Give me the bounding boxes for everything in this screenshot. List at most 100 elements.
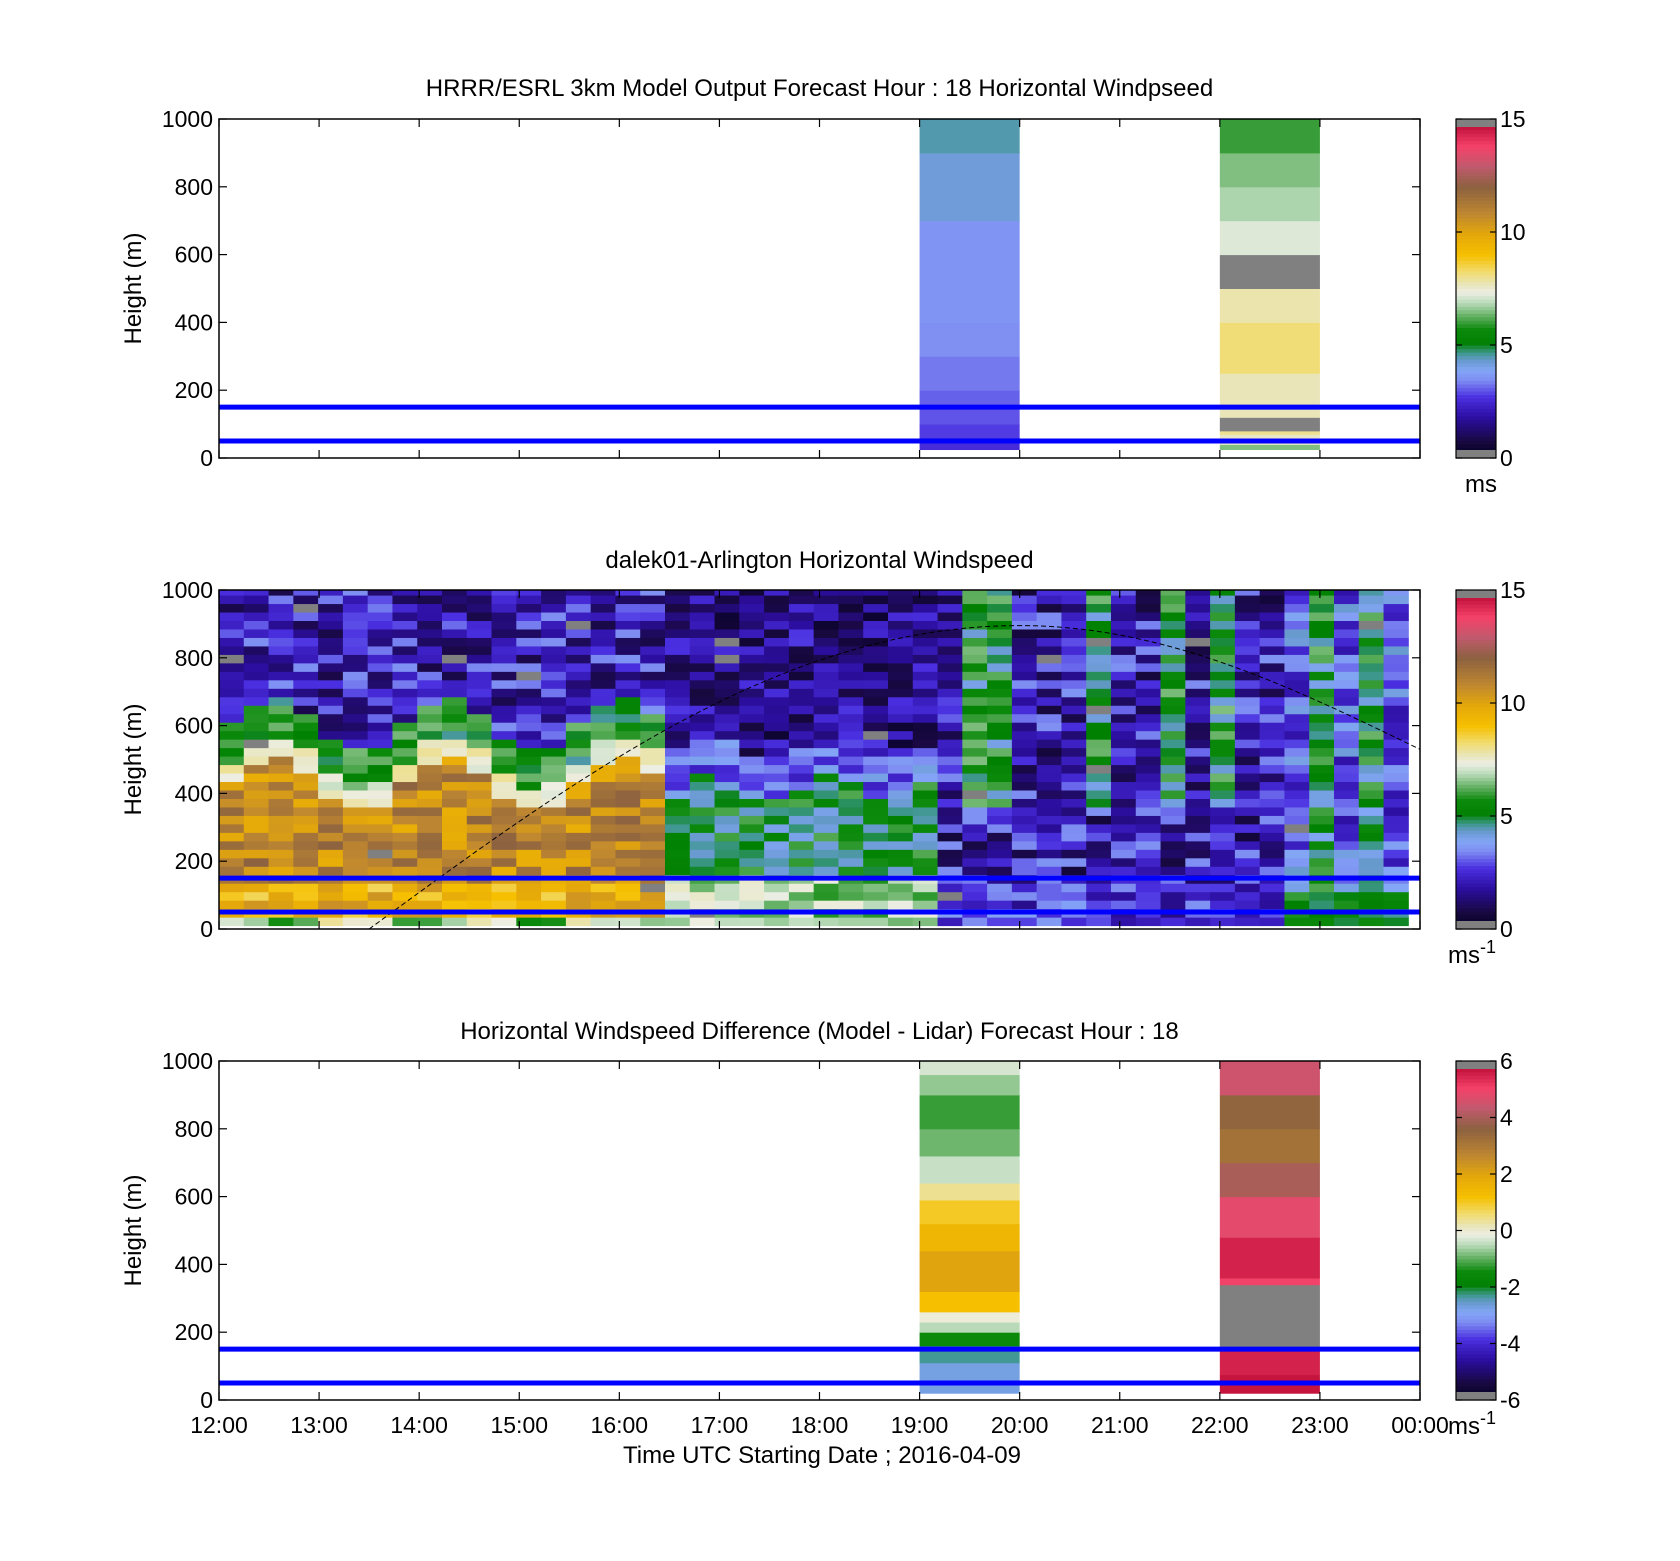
colorbar-segment (1456, 380, 1496, 385)
heatmap-cell (491, 696, 517, 706)
heatmap-cell (788, 688, 815, 698)
colorbar-segment (1456, 355, 1496, 360)
colorbar-segment (1456, 270, 1496, 275)
heatmap-cell (912, 662, 939, 672)
heatmap-cell (1309, 654, 1335, 664)
heatmap-cell (1185, 832, 1211, 842)
heatmap-cell (491, 645, 517, 655)
heatmap-cell (1160, 713, 1186, 723)
heatmap-cell (441, 866, 468, 876)
heatmap-cell (615, 849, 641, 859)
heatmap-cell (937, 866, 963, 876)
heatmap-cell (1185, 713, 1211, 723)
heatmap-cell (268, 671, 294, 681)
heatmap-cell (1011, 603, 1038, 613)
heatmap-cell (392, 798, 418, 808)
heatmap-cell (788, 645, 815, 655)
heatmap-cell (1309, 917, 1335, 927)
heatmap-cell (565, 654, 592, 664)
heatmap-cell (516, 603, 542, 613)
heatmap-cell (714, 840, 740, 850)
heatmap-cell (1284, 790, 1310, 799)
heatmap-cell (912, 883, 939, 893)
heatmap-cell (962, 637, 988, 647)
heatmap-cell (788, 790, 815, 799)
panel-difference-x-ticks (218, 1061, 1421, 1400)
heatmap-cell (1383, 917, 1409, 927)
heatmap-cell (615, 806, 641, 816)
heatmap-cell (1011, 764, 1038, 774)
heatmap-cell (466, 764, 493, 774)
heatmap-cell (689, 747, 716, 757)
heatmap-cell (640, 603, 666, 613)
heatmap-cell (590, 806, 616, 816)
heatmap-cell (689, 849, 716, 859)
heatmap-cell (640, 747, 666, 757)
heatmap-cell (912, 688, 939, 698)
colorbar-segment (1456, 611, 1496, 616)
heatmap-cell (1383, 739, 1409, 749)
heatmap-cell (664, 590, 691, 596)
heatmap-cell (293, 590, 319, 596)
heatmap-cell (1333, 696, 1360, 706)
heatmap-cell (689, 891, 716, 901)
heatmap-cell (318, 849, 344, 859)
heatmap-cell (516, 637, 542, 647)
colorbar-segment (1456, 182, 1496, 187)
colorbar-unit: ms (1465, 471, 1497, 498)
heatmap-cell (219, 696, 245, 706)
heatmap-cell (243, 620, 270, 630)
heatmap-cell (1210, 891, 1236, 901)
heatmap-cell (739, 883, 765, 893)
heatmap-cell (1185, 764, 1211, 774)
heatmap-cell (912, 747, 939, 757)
heatmap-cell (392, 756, 418, 766)
heatmap-cell (318, 628, 344, 638)
heatmap-cell (1185, 679, 1211, 689)
heatmap-cell (1309, 823, 1335, 833)
heatmap-cell (367, 815, 393, 825)
heatmap-cell (912, 696, 939, 706)
heatmap-cell (615, 645, 641, 655)
heatmap-cell (1185, 917, 1211, 927)
heatmap-cell (615, 900, 641, 910)
heatmap-cell (1185, 857, 1211, 867)
heatmap-cell (1011, 612, 1038, 622)
colorbar-segment (1456, 1198, 1496, 1203)
heatmap-cell (318, 798, 344, 808)
heatmap-cell (243, 628, 270, 638)
heatmap-cell (1259, 806, 1285, 816)
heatmap-cell (838, 645, 864, 655)
heatmap-cell (887, 612, 914, 622)
heatmap-cell (293, 747, 319, 757)
colorbar-segment (1456, 1297, 1496, 1302)
heatmap-cell (466, 857, 493, 867)
heatmap-cell (863, 628, 889, 638)
heatmap-cell (1358, 688, 1385, 698)
colorbar-segment (1456, 699, 1496, 704)
heatmap-cell (590, 832, 616, 842)
heatmap-cell (1333, 815, 1360, 825)
colorbar-segment (1456, 770, 1496, 775)
heatmap-cell (1210, 857, 1236, 867)
heatmap-cell (565, 883, 592, 893)
heatmap-cell (615, 781, 641, 791)
heatmap-cell (565, 900, 592, 910)
colorbar-segment (1456, 288, 1496, 293)
heatmap-cell (863, 781, 889, 791)
heatmap-cell (243, 590, 270, 596)
heatmap-cell (863, 590, 889, 596)
heatmap-cell (664, 730, 691, 740)
heatmap-cell (541, 688, 567, 698)
heatmap-cell (912, 764, 939, 774)
heatmap-cell (1358, 603, 1385, 613)
heatmap-cell (1061, 756, 1087, 766)
heatmap-cell (863, 891, 889, 901)
heatmap-cell (516, 590, 542, 596)
heatmap-cell (590, 891, 616, 901)
colorbar-segment (1456, 376, 1496, 381)
colorbar-segment (1456, 900, 1496, 905)
heatmap-cell (318, 722, 344, 732)
heatmap-cell (1110, 806, 1137, 816)
colorbar-segment (1456, 281, 1496, 286)
